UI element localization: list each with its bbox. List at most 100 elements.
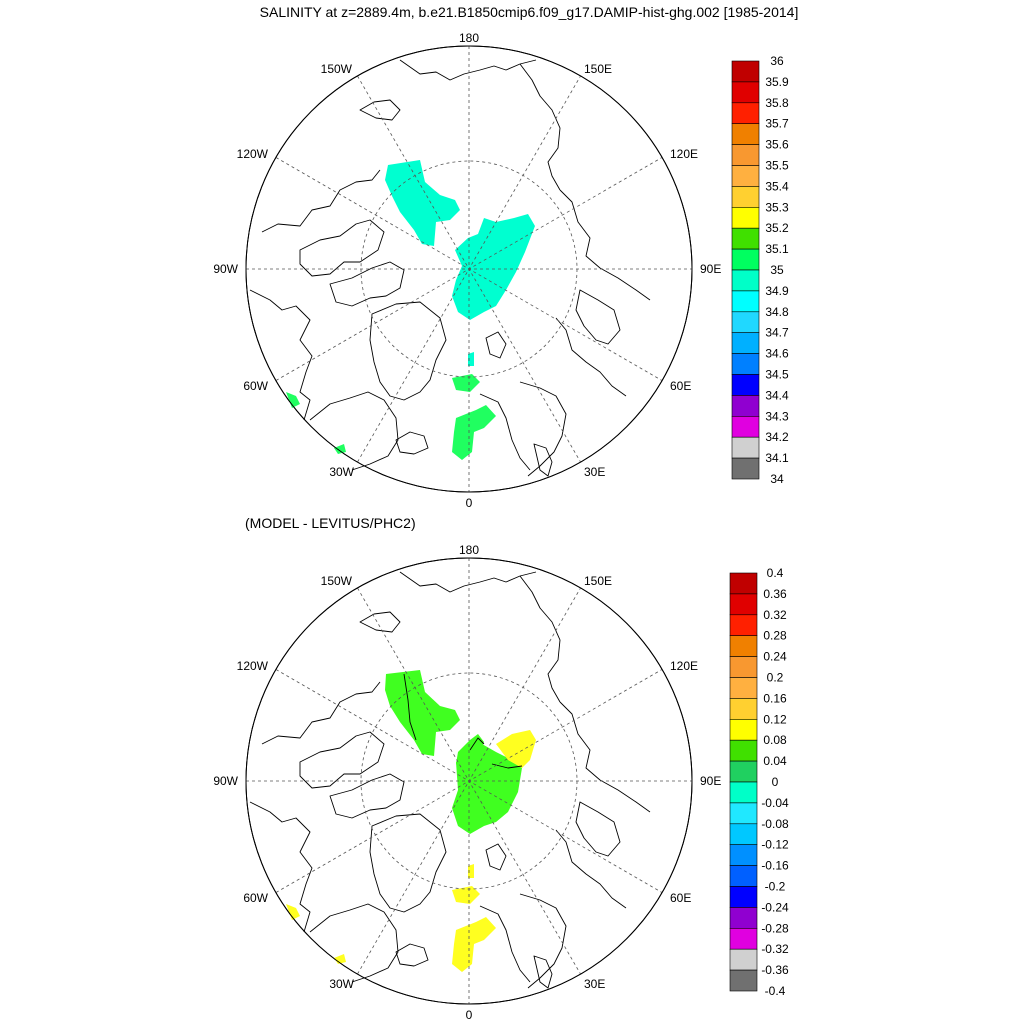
bottom-lon-180: 180: [459, 543, 479, 557]
bottom-colorbar-tick-label: 0.28: [763, 629, 787, 643]
bottom-colorbar-tick-label: 0.12: [763, 712, 787, 726]
top-colorbar-swatch: [731, 415, 760, 438]
bottom-coastlines: [249, 571, 651, 989]
top-colorbar-swatch: [731, 123, 760, 145]
bottom-colorbar-swatch: [729, 844, 758, 866]
top-salinity-field: [286, 160, 535, 460]
difference-subtitle: (MODEL - LEVITUS/PHC2): [245, 515, 416, 531]
top-colorbar-tick-label: 35.6: [765, 138, 789, 152]
bottom-lon-120w: 120W: [237, 659, 269, 673]
top-colorbar-tick-label: 34.5: [765, 368, 789, 382]
bottom-colorbar-tick-label: 0.16: [763, 691, 787, 705]
top-colorbar-tick-label: 34.3: [765, 409, 789, 423]
bottom-field-canada-basin: [385, 670, 460, 756]
top-polar-map: 180 0 90W 90E 150W 150E 120W 120E 60W 60…: [213, 31, 721, 510]
top-lon-60w: 60W: [243, 379, 268, 393]
top-colorbar-tick-label: 35: [770, 263, 784, 277]
bottom-colorbar-tick-label: -0.12: [761, 838, 789, 852]
top-field-canada-basin: [385, 160, 460, 246]
top-field-small-patch: [468, 352, 474, 366]
bottom-lon-30w: 30W: [329, 977, 354, 991]
top-colorbar-swatch: [731, 227, 760, 250]
top-colorbar-tick-label: 35.9: [765, 75, 789, 89]
top-colorbar-tick-label: 34.1: [765, 451, 789, 465]
top-colorbar-swatch: [731, 311, 760, 333]
bottom-colorbar-swatch: [729, 698, 758, 720]
bottom-colorbar-swatch: [729, 802, 758, 825]
bottom-colorbar-tick-label: -0.32: [761, 942, 789, 956]
top-colorbar-swatch: [731, 248, 760, 271]
bottom-colorbar-tick-label: 0.36: [763, 587, 787, 601]
bottom-field-lomonosov: [456, 734, 484, 772]
top-colorbar-swatch: [731, 395, 760, 417]
bottom-lon-60e: 60E: [670, 891, 691, 905]
bottom-colorbar-tick-label: 0.04: [763, 754, 787, 768]
top-colorbar-tick-label: 35.5: [765, 159, 789, 173]
bottom-lon-0: 0: [466, 1008, 473, 1022]
top-lon-150e: 150E: [584, 62, 612, 76]
top-lon-0: 0: [466, 496, 473, 510]
bottom-lon-90e: 90E: [700, 774, 721, 788]
top-colorbar-tick-label: 34.4: [765, 388, 789, 402]
top-colorbar-tick-label: 35.4: [765, 179, 789, 193]
bottom-lon-150w: 150W: [321, 574, 353, 588]
bottom-longitude-labels: 180 0 90W 90E 150W 150E 120W 120E 60W 60…: [213, 543, 721, 1022]
bottom-polar-map: 180 0 90W 90E 150W 150E 120W 120E 60W 60…: [213, 543, 721, 1022]
bottom-colorbar-tick-label: -0.24: [761, 900, 789, 914]
top-field-labrador: [286, 392, 300, 408]
top-colorbar-tick-label: 34.8: [765, 305, 789, 319]
bottom-lon-30e: 30E: [584, 977, 605, 991]
bottom-colorbar-swatch: [729, 739, 758, 762]
bottom-colorbar-swatch: [729, 886, 758, 908]
top-field-fram-strait: [452, 374, 480, 392]
bottom-field-positive-east: [496, 730, 536, 768]
bottom-colorbar-tick-label: 0.08: [763, 733, 787, 747]
bottom-field-fram-strait: [452, 886, 480, 904]
bottom-colorbar-tick-label: -0.08: [761, 817, 789, 831]
bottom-colorbar-tick-label: -0.36: [761, 963, 789, 977]
bottom-field-atlantic-edge: [334, 954, 346, 964]
bottom-field-labrador: [286, 904, 300, 920]
bottom-colorbar-swatch: [729, 572, 758, 595]
bottom-colorbar-swatch: [729, 635, 758, 657]
bottom-colorbar-swatch: [729, 656, 758, 678]
top-lon-60e: 60E: [670, 379, 691, 393]
bottom-lon-150e: 150E: [584, 574, 612, 588]
top-coastlines: [249, 59, 651, 477]
top-colorbar-tick-label: 34.9: [765, 284, 789, 298]
top-lon-150w: 150W: [321, 62, 353, 76]
bottom-colorbar-tick-label: -0.04: [761, 796, 789, 810]
top-lon-90e: 90E: [700, 262, 721, 276]
top-field-atlantic-edge: [334, 444, 346, 454]
top-colorbar-swatch: [731, 436, 760, 459]
bottom-colorbar-swatch: [729, 948, 758, 971]
bottom-colorbar-tick-label: -0.2: [765, 880, 786, 894]
top-colorbar-swatch: [731, 269, 760, 292]
bottom-colorbar: 0.4 0.36 0.32 0.28 0.24 0.2 0.16 0.12 0.08 0.04 0 -…: [729, 566, 789, 998]
bottom-field-small-patch: [468, 864, 474, 878]
bottom-colorbar-tick-label: 0.24: [763, 650, 787, 664]
top-colorbar-tick-label: 35.1: [765, 242, 789, 256]
top-colorbar-swatch: [731, 165, 760, 187]
top-colorbar-swatch: [731, 374, 760, 396]
top-colorbar-swatch: [731, 102, 760, 125]
top-longitude-labels: 180 0 90W 90E 150W 150E 120W 120E 60W 60…: [213, 31, 721, 510]
bottom-colorbar-tick-label: -0.4: [765, 984, 786, 998]
bottom-colorbar-swatch: [729, 781, 758, 804]
bottom-colorbar-tick-label: -0.16: [761, 859, 789, 873]
bottom-colorbar-swatch: [729, 760, 758, 783]
bottom-colorbar-tick-label: 0.32: [763, 608, 787, 622]
map-title: SALINITY at z=2889.4m, b.e21.B1850cmip6.…: [260, 4, 799, 20]
top-colorbar-tick-label: 36: [770, 54, 784, 68]
bottom-field-greenland-sea: [452, 917, 496, 972]
top-field-greenland-sea: [452, 405, 496, 460]
bottom-colorbar-tick-label: 0.4: [767, 566, 784, 580]
bottom-colorbar-swatch: [729, 969, 758, 992]
top-colorbar-swatch: [731, 186, 760, 208]
top-colorbar-swatch: [731, 332, 760, 354]
top-colorbar-tick-label: 34.6: [765, 347, 789, 361]
top-colorbar-swatch: [731, 81, 760, 104]
bottom-colorbar-swatch: [729, 677, 758, 699]
bottom-lon-60w: 60W: [243, 891, 268, 905]
bottom-colorbar-swatch: [729, 718, 758, 741]
